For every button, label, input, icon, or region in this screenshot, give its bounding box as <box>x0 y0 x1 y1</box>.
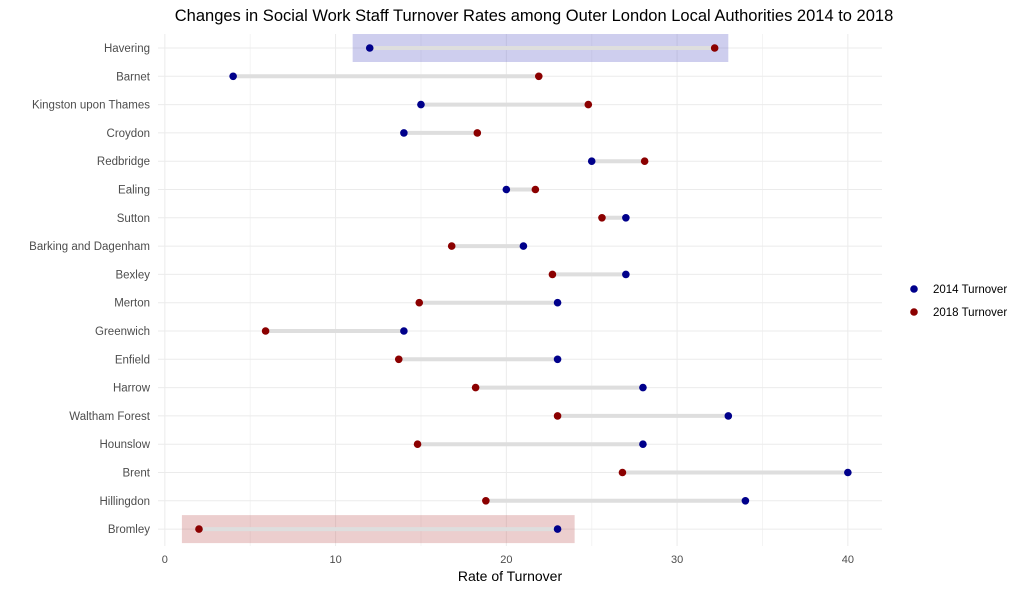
category-label: Enfield <box>115 354 150 366</box>
x-tick-label: 0 <box>162 554 168 566</box>
category-label: Bromley <box>108 524 150 536</box>
category-labels: Havering Barnet Kingston upon Thames Croydo… <box>29 43 151 536</box>
category-label: Barnet <box>116 71 151 83</box>
point-2018 <box>413 440 422 449</box>
point-2018 <box>531 185 540 194</box>
point-2018 <box>195 525 203 533</box>
category-label: Croydon <box>107 128 150 140</box>
point-2018 <box>447 242 456 250</box>
legend-label: 2018 Turnover <box>933 307 1007 319</box>
point-2018 <box>553 412 562 420</box>
point-2018 <box>598 214 606 222</box>
x-axis-title: Rate of Turnover <box>458 568 563 584</box>
category-label: Bexley <box>115 269 150 281</box>
category-label: Greenwich <box>95 326 150 338</box>
point-2014 <box>519 242 528 250</box>
category-label: Havering <box>104 43 150 55</box>
point-2014 <box>365 44 374 52</box>
x-tick-label: 20 <box>500 554 512 566</box>
legend-key <box>910 308 918 316</box>
point-2014 <box>400 327 408 335</box>
point-2014 <box>622 214 630 222</box>
point-2014 <box>553 298 562 307</box>
legend-label: 2014 Turnover <box>933 284 1007 296</box>
segments <box>198 46 848 532</box>
point-2014 <box>502 185 511 194</box>
x-tick-label: 30 <box>671 554 683 566</box>
category-label: Waltham Forest <box>69 411 151 423</box>
point-2014 <box>844 468 852 477</box>
point-2018 <box>473 129 482 137</box>
category-label: Harrow <box>113 383 151 395</box>
point-2014 <box>417 100 425 109</box>
chart-title: Changes in Social Work Staff Turnover Ra… <box>175 7 894 25</box>
category-label: Hillingdon <box>99 496 150 508</box>
point-2018 <box>394 355 403 364</box>
category-label: Brent <box>123 468 151 480</box>
point-2018 <box>415 298 424 307</box>
point-2018 <box>471 383 480 392</box>
point-2014 <box>229 72 237 81</box>
point-2014 <box>741 497 750 505</box>
point-2014 <box>400 129 408 137</box>
point-2014 <box>724 412 733 420</box>
point-2018 <box>710 44 719 52</box>
legend-key <box>910 285 918 293</box>
category-label: Ealing <box>118 185 150 197</box>
point-2014 <box>622 270 630 279</box>
point-2014 <box>639 440 647 449</box>
category-label: Kingston upon Thames <box>32 100 150 112</box>
x-tick-labels: 0 10 20 30 40 <box>162 554 854 566</box>
category-label: Redbridge <box>97 156 150 168</box>
category-label: Hounslow <box>100 439 151 451</box>
point-2018 <box>261 327 270 335</box>
grid <box>158 34 882 546</box>
x-tick-label: 40 <box>842 554 854 566</box>
point-2018 <box>584 100 593 109</box>
point-2014 <box>587 157 596 165</box>
x-tick-label: 10 <box>329 554 341 566</box>
point-2018 <box>482 497 490 505</box>
highlight-bands <box>181 34 729 544</box>
category-label: Merton <box>114 298 150 310</box>
point-2018 <box>640 157 649 165</box>
legend: 2014 Turnover 2018 Turnover <box>910 284 1007 319</box>
point-2018 <box>534 72 543 81</box>
point-2018 <box>618 468 627 477</box>
points <box>195 44 852 533</box>
point-2014 <box>553 355 562 364</box>
category-label: Barking and Dagenham <box>29 241 150 253</box>
point-2014 <box>553 525 562 533</box>
category-label: Sutton <box>117 213 150 225</box>
point-2018 <box>548 270 557 279</box>
point-2014 <box>639 383 647 392</box>
